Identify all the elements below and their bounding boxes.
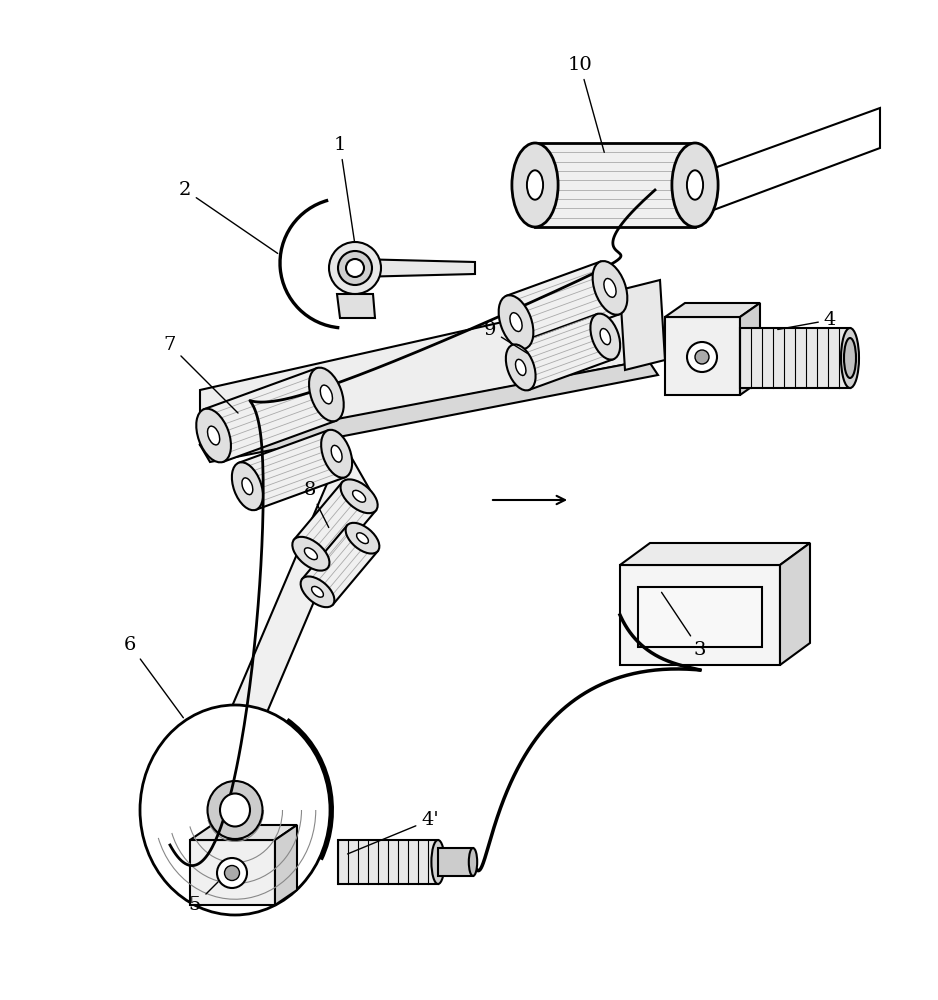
Polygon shape xyxy=(338,840,438,884)
Ellipse shape xyxy=(844,338,856,378)
Polygon shape xyxy=(355,259,475,277)
Ellipse shape xyxy=(841,328,859,388)
Polygon shape xyxy=(665,303,760,317)
Text: 3: 3 xyxy=(661,592,706,659)
Text: 9: 9 xyxy=(484,321,528,354)
Polygon shape xyxy=(160,455,370,870)
Polygon shape xyxy=(695,108,880,215)
Ellipse shape xyxy=(331,445,342,462)
Polygon shape xyxy=(740,303,760,395)
Ellipse shape xyxy=(293,537,329,571)
Text: 5: 5 xyxy=(189,882,218,914)
Polygon shape xyxy=(665,317,740,395)
Polygon shape xyxy=(620,280,665,370)
Ellipse shape xyxy=(220,794,250,826)
Ellipse shape xyxy=(329,242,381,294)
Ellipse shape xyxy=(499,295,534,349)
Polygon shape xyxy=(620,543,810,565)
Ellipse shape xyxy=(695,350,709,364)
Ellipse shape xyxy=(309,368,343,421)
Ellipse shape xyxy=(321,430,352,478)
Ellipse shape xyxy=(300,576,334,607)
Polygon shape xyxy=(200,360,658,462)
Text: 4': 4' xyxy=(348,811,439,854)
Polygon shape xyxy=(200,290,648,445)
Ellipse shape xyxy=(305,548,317,560)
Ellipse shape xyxy=(340,479,378,513)
Text: 10: 10 xyxy=(567,56,604,152)
Polygon shape xyxy=(294,482,376,568)
Ellipse shape xyxy=(224,865,239,880)
Polygon shape xyxy=(740,328,850,388)
Ellipse shape xyxy=(196,409,231,462)
Ellipse shape xyxy=(207,426,219,445)
Polygon shape xyxy=(512,314,613,390)
Ellipse shape xyxy=(604,279,616,297)
Polygon shape xyxy=(780,543,810,665)
Polygon shape xyxy=(507,262,620,348)
Ellipse shape xyxy=(353,490,366,502)
Ellipse shape xyxy=(431,840,445,884)
Ellipse shape xyxy=(512,143,558,227)
Polygon shape xyxy=(620,565,780,665)
Ellipse shape xyxy=(600,329,611,345)
Ellipse shape xyxy=(469,848,477,876)
Ellipse shape xyxy=(593,261,628,315)
Ellipse shape xyxy=(320,385,332,404)
Ellipse shape xyxy=(232,462,263,510)
Ellipse shape xyxy=(140,705,330,915)
Text: 4: 4 xyxy=(778,311,836,330)
Ellipse shape xyxy=(345,523,379,554)
Ellipse shape xyxy=(242,478,252,495)
Ellipse shape xyxy=(338,251,372,285)
Ellipse shape xyxy=(311,586,324,597)
Ellipse shape xyxy=(346,259,364,277)
Ellipse shape xyxy=(590,314,620,360)
Ellipse shape xyxy=(672,143,719,227)
Text: 8: 8 xyxy=(304,481,328,528)
Polygon shape xyxy=(239,430,345,510)
Polygon shape xyxy=(302,525,378,605)
Ellipse shape xyxy=(217,858,247,888)
Ellipse shape xyxy=(356,533,369,544)
Polygon shape xyxy=(337,294,375,318)
Ellipse shape xyxy=(687,170,704,200)
Ellipse shape xyxy=(506,344,536,390)
Ellipse shape xyxy=(207,781,263,839)
Ellipse shape xyxy=(516,359,526,375)
Text: 2: 2 xyxy=(179,181,278,253)
Ellipse shape xyxy=(687,342,717,372)
Text: 7: 7 xyxy=(164,336,238,413)
Polygon shape xyxy=(438,848,473,876)
Ellipse shape xyxy=(510,313,522,331)
Polygon shape xyxy=(638,587,762,647)
Polygon shape xyxy=(190,840,275,905)
Text: 1: 1 xyxy=(334,136,355,242)
Polygon shape xyxy=(535,143,695,227)
Polygon shape xyxy=(275,825,297,905)
Polygon shape xyxy=(204,368,336,462)
Ellipse shape xyxy=(527,170,543,200)
Polygon shape xyxy=(190,825,297,840)
Text: 6: 6 xyxy=(124,636,183,718)
